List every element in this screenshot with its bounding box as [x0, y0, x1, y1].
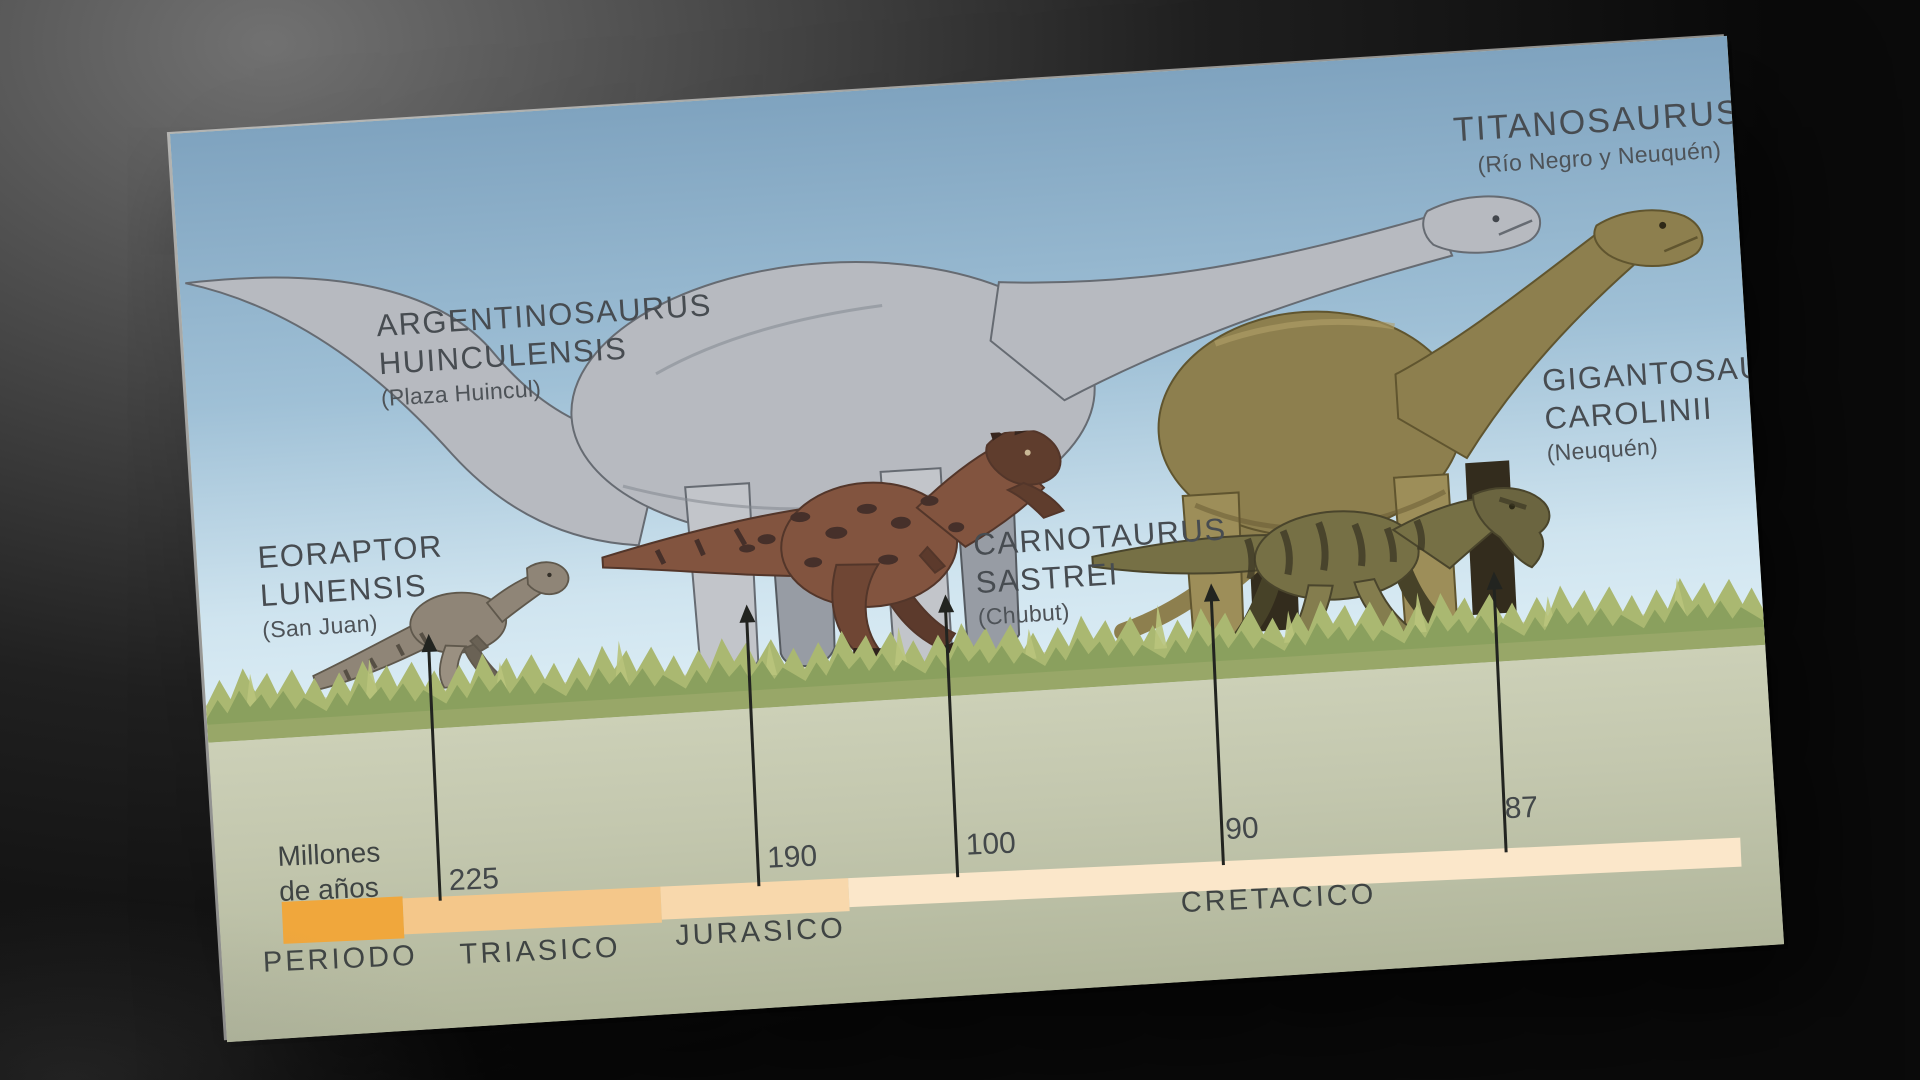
timeline-arrow-up-icon	[944, 611, 960, 878]
carnotaurus-illustration	[601, 427, 1066, 661]
period-label-jurasico: JURASICO	[674, 912, 847, 953]
axis-label-line: de años	[278, 871, 380, 907]
timeline-marker-value: 90	[1224, 811, 1260, 846]
timeline-axis-label: Millones de años	[277, 834, 383, 909]
dinosaur-infographic-poster: ARGENTINOSAURUS HUINCULENSIS (Plaza Huin…	[169, 35, 1785, 1043]
species-label-carnotaurus: CARNOTAURUS SASTREI (Chubut)	[972, 510, 1232, 633]
geologic-timeline: Millones de años 225 190 100 90 87 PERIO…	[207, 588, 1781, 1028]
timeline-arrow-up-icon	[745, 621, 761, 887]
timeline-arrow-up-icon	[427, 650, 442, 901]
species-label-argentinosaurus: ARGENTINOSAURUS HUINCULENSIS (Plaza Huin…	[375, 286, 717, 414]
grass-band	[206, 577, 1766, 743]
species-label-eoraptor: EORAPTOR LUNENSIS (San Juan)	[257, 528, 449, 646]
timeline-legend-label: PERIODO	[262, 939, 419, 979]
timeline-marker-value: 100	[965, 826, 1017, 862]
timeline-bar-segment-periodo	[281, 896, 405, 944]
timeline-marker-value: 190	[766, 839, 818, 875]
timeline-bar-segment-triasico	[402, 886, 662, 935]
period-label-triasico: TRIASICO	[459, 931, 622, 971]
timeline-arrow-up-icon	[1209, 600, 1225, 866]
timeline-marker-value: 225	[448, 862, 500, 898]
timeline-marker-value: 87	[1503, 790, 1539, 826]
gigantosaurus-illustration	[1091, 487, 1551, 642]
axis-label-line: Millones	[276, 836, 381, 872]
species-label-gigantosaurus: GIGANTOSAURUS CAROLINII (Neuquén)	[1541, 344, 1784, 469]
